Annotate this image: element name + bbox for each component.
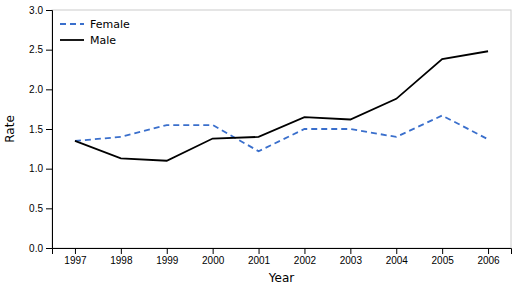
legend-item: Female [60,18,130,31]
lines [75,51,488,160]
y-tick: 0.5 [29,203,52,214]
y-tick: 2.0 [29,84,52,95]
x-tick: 2006 [477,248,500,266]
x-tick-mark [167,248,168,254]
series-line [75,51,488,160]
y-axis-line [46,11,53,249]
x-axis-line [53,249,512,255]
x-tick-label: 2004 [386,255,409,266]
x-tick: 2003 [340,248,363,266]
x-axis: 1997 1998 1999 2000 2001 2002 2003 2004 2005 2006 [53,248,512,266]
x-tick-mark [213,248,214,254]
x-tick-mark [396,248,397,254]
x-tick: 1998 [110,248,133,266]
y-tick: 0.0 [29,243,52,254]
x-tick-label: 2003 [340,255,363,266]
x-tick-label: 1997 [64,255,87,266]
x-tick: 2000 [202,248,225,266]
y-axis: 0.0 0.5 1.0 1.5 2.0 2.5 3.0 [29,5,52,254]
x-tick: 2002 [294,248,317,266]
x-tick: 2001 [248,248,271,266]
x-tick-label: 1999 [156,255,179,266]
x-tick-label: 1998 [110,255,133,266]
x-tick-label: 2001 [248,255,271,266]
chart: 1997 1998 1999 2000 2001 2002 2003 2004 2005 2006… [0,0,527,290]
y-tick: 2.5 [29,44,52,55]
x-tick-label: 2002 [294,255,317,266]
y-tick-label: 0.0 [29,243,43,254]
y-tick: 3.0 [29,5,52,16]
legend-label: Male [90,34,116,47]
x-tick-mark [304,248,305,254]
y-tick: 1.0 [29,163,52,174]
series-line [75,116,488,152]
y-tick-mark [46,10,52,11]
y-tick-mark [46,129,52,130]
x-tick-mark [121,248,122,254]
x-tick: 2004 [386,248,409,266]
x-tick-mark [259,248,260,254]
y-tick-label: 2.5 [29,44,43,55]
legend-swatch [60,23,84,25]
x-tick: 2005 [432,248,455,266]
legend-item: Male [60,34,116,47]
x-tick: 1999 [156,248,179,266]
x-tick-mark [75,248,76,254]
y-tick-mark [46,169,52,170]
legend-label: Female [90,18,130,31]
x-tick-mark [350,248,351,254]
plot-frame [52,10,511,248]
x-tick-mark [442,248,443,254]
x-tick-label: 2006 [477,255,500,266]
y-tick-label: 2.0 [29,84,43,95]
legend-swatch [60,39,84,41]
y-tick-mark [46,89,52,90]
y-tick-label: 1.5 [29,124,43,135]
x-tick-mark [488,248,489,254]
y-tick-label: 1.0 [29,163,43,174]
y-tick-label: 3.0 [29,5,43,16]
y-tick: 1.5 [29,124,52,135]
y-tick-mark [46,248,52,249]
y-tick-label: 0.5 [29,203,43,214]
y-tick-mark [46,50,52,51]
x-axis-title: Year [268,271,294,285]
legend: Female Male [60,18,130,47]
plot: 1997 1998 1999 2000 2001 2002 2003 2004 2005 2006… [29,5,511,266]
x-tick: 1997 [64,248,87,266]
x-tick-label: 2000 [202,255,225,266]
y-tick-mark [46,208,52,209]
y-axis-title: Rate [3,115,17,143]
x-tick-label: 2005 [432,255,455,266]
